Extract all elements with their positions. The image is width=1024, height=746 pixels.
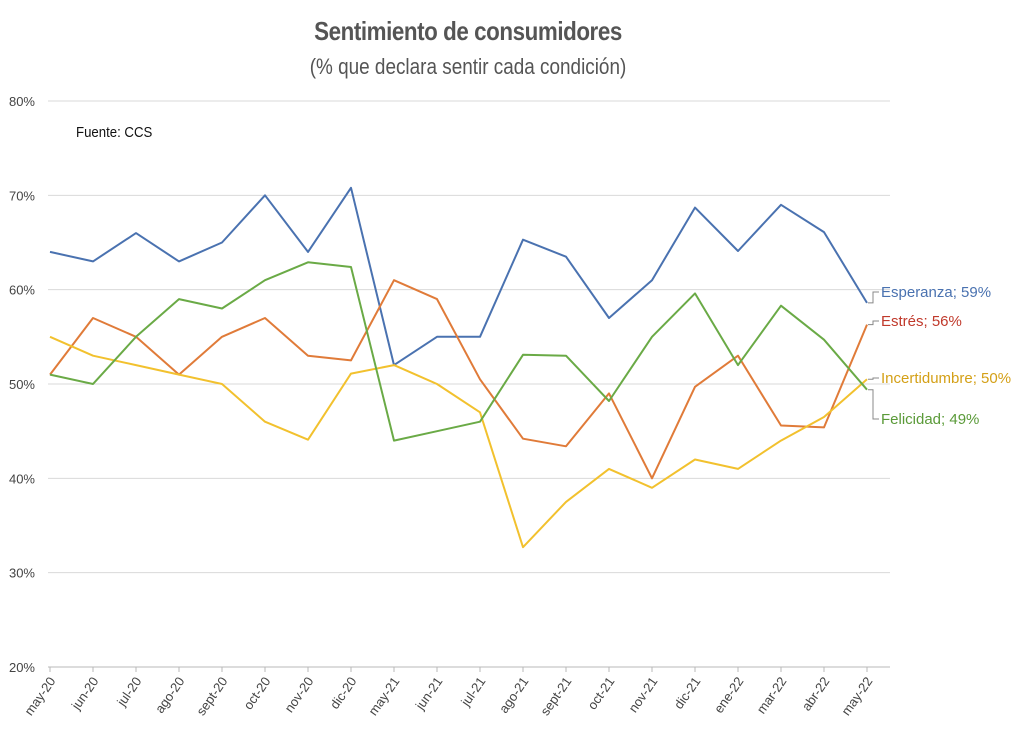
- x-tick-label: jul-20: [113, 674, 144, 709]
- series-line-incertidumbre: [49, 335, 868, 549]
- chart-subtitle: (% que declara sentir cada condición): [309, 54, 627, 79]
- y-tick-label: 40%: [9, 471, 35, 486]
- x-tick-label: mar-22: [754, 674, 790, 716]
- y-tick-label: 50%: [9, 377, 35, 392]
- y-tick-label: 30%: [9, 566, 35, 581]
- y-tick-label: 20%: [9, 660, 35, 675]
- x-tick-label: ene-22: [711, 674, 747, 716]
- end-label-incertidumbre: Incertidumbre; 50%: [881, 370, 1011, 387]
- x-tick-label: sept-21: [537, 674, 574, 718]
- end-label-felicidad: Felicidad; 49%: [881, 411, 979, 428]
- y-tick-label: 70%: [9, 188, 35, 203]
- series-line-felicidad: [49, 261, 868, 442]
- x-tick-label: jun-20: [68, 674, 102, 713]
- x-tick-label: may-20: [21, 674, 58, 718]
- end-label-leader: [868, 389, 879, 420]
- x-tick-label: abr-22: [799, 674, 833, 713]
- x-tick-label: ago-21: [496, 674, 532, 716]
- x-tick-label: may-21: [365, 674, 402, 718]
- y-tick-label: 80%: [9, 94, 35, 109]
- x-tick-label: jun-21: [412, 674, 446, 713]
- source-note: Fuente: CCS: [76, 124, 153, 141]
- x-tick-label: dic-21: [671, 674, 704, 712]
- x-tick-label: ago-20: [152, 674, 188, 716]
- series-line-estrés: [49, 279, 868, 480]
- end-label-leader: [868, 320, 879, 326]
- end-label-estrés: Estrés; 56%: [881, 313, 962, 330]
- x-tick-label: may-22: [838, 674, 875, 718]
- x-tick-label: dic-20: [327, 674, 360, 712]
- end-label-esperanza: Esperanza; 59%: [881, 284, 991, 301]
- end-label-leader: [868, 377, 879, 380]
- x-tick-label: jul-21: [457, 674, 488, 709]
- series-line-esperanza: [49, 186, 868, 367]
- x-tick-label: sept-20: [193, 674, 230, 718]
- x-tick-label: oct-21: [584, 674, 617, 712]
- x-tick-label: nov-21: [625, 674, 660, 715]
- y-tick-label: 60%: [9, 283, 35, 298]
- x-tick-label: nov-20: [281, 674, 316, 715]
- chart-title: Sentimiento de consumidores: [314, 16, 622, 46]
- end-label-leader: [868, 291, 879, 304]
- x-tick-label: oct-20: [240, 674, 273, 712]
